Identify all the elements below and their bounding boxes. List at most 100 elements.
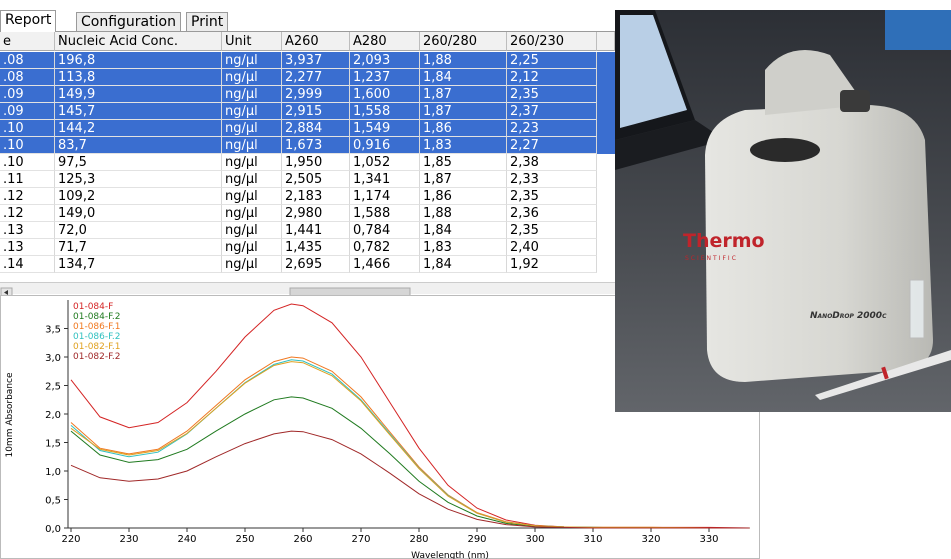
- table-cell: 145,7: [55, 103, 222, 120]
- y-tick-label: 2,0: [45, 410, 61, 421]
- table-cell: .10: [0, 120, 55, 137]
- table-cell: .10: [0, 137, 55, 154]
- table-cell: 83,7: [55, 137, 222, 154]
- cuvette: [909, 279, 925, 339]
- table-row[interactable]: .08 196,8 ng/µl 3,937 2,093 1,88 2,25: [0, 52, 615, 69]
- table-cell: 1,88: [420, 205, 507, 222]
- table-cell: 196,8: [55, 52, 222, 69]
- table-cell: 1,87: [420, 86, 507, 103]
- y-tick-label: 1,0: [45, 467, 61, 478]
- table-cell: 2,183: [282, 188, 350, 205]
- table-cell: ng/µl: [222, 188, 282, 205]
- table-row[interactable]: .13 71,7 ng/µl 1,435 0,782 1,83 2,40: [0, 239, 615, 256]
- y-tick-label: 0,5: [45, 496, 61, 507]
- legend-entry: 01-082-F.2: [73, 352, 120, 362]
- y-tick-label: 3,0: [45, 353, 61, 364]
- legend-entry: 01-084-F: [73, 302, 113, 312]
- table-cell: .13: [0, 239, 55, 256]
- x-tick-label: 220: [61, 534, 80, 545]
- table-cell: 1,673: [282, 137, 350, 154]
- x-tick-label: 280: [409, 534, 428, 545]
- table-row[interactable]: .09 145,7 ng/µl 2,915 1,558 1,87 2,37: [0, 103, 615, 120]
- legend-entry: 01-084-F.2: [73, 312, 120, 322]
- table-cell: 2,35: [507, 86, 597, 103]
- table-cell: 2,695: [282, 256, 350, 273]
- column-header[interactable]: A260: [282, 32, 350, 51]
- table-cell: 1,600: [350, 86, 420, 103]
- table-row[interactable]: .08 113,8 ng/µl 2,277 1,237 1,84 2,12: [0, 69, 615, 86]
- horizontal-scrollbar[interactable]: [0, 282, 615, 298]
- legend-entry: 01-086-F.1: [73, 322, 120, 332]
- table-cell: 149,0: [55, 205, 222, 222]
- table-cell: ng/µl: [222, 222, 282, 239]
- table-row[interactable]: .09 149,9 ng/µl 2,999 1,600 1,87 2,35: [0, 86, 615, 103]
- column-header: [597, 32, 615, 51]
- x-tick-label: 290: [467, 534, 486, 545]
- table-cell: 1,84: [420, 256, 507, 273]
- table-row[interactable]: .10 83,7 ng/µl 1,673 0,916 1,83 2,27: [0, 137, 615, 154]
- table-cell: ng/µl: [222, 52, 282, 69]
- legend-entry: 01-086-F.2: [73, 332, 120, 342]
- table-cell: 1,87: [420, 171, 507, 188]
- table-cell: 0,782: [350, 239, 420, 256]
- x-tick-label: 250: [235, 534, 254, 545]
- column-header[interactable]: 260/280: [420, 32, 507, 51]
- column-header[interactable]: Nucleic Acid Conc.: [55, 32, 222, 51]
- tab[interactable]: Report: [0, 10, 57, 32]
- table-cell: 1,83: [420, 137, 507, 154]
- table-row[interactable]: .11 125,3 ng/µl 2,505 1,341 1,87 2,33: [0, 171, 615, 188]
- table-row[interactable]: .13 72,0 ng/µl 1,441 0,784 1,84 2,35: [0, 222, 615, 239]
- table-cell: 125,3: [55, 171, 222, 188]
- table-row[interactable]: .12 109,2 ng/µl 2,183 1,174 1,86 2,35: [0, 188, 615, 205]
- table-cell: 1,86: [420, 120, 507, 137]
- series-line: [70, 430, 750, 529]
- pedestal: [750, 138, 820, 162]
- table-cell: 1,86: [420, 188, 507, 205]
- table-row[interactable]: .10 97,5 ng/µl 1,950 1,052 1,85 2,38: [0, 154, 615, 171]
- table-cell: 1,052: [350, 154, 420, 171]
- x-tick-label: 310: [583, 534, 602, 545]
- table-row[interactable]: .10 144,2 ng/µl 2,884 1,549 1,86 2,23: [0, 120, 615, 137]
- device-body: [705, 105, 933, 382]
- table-cell: 1,83: [420, 239, 507, 256]
- tab[interactable]: Configuration: [76, 12, 181, 31]
- device-photo: Thermo SCIENTIFIC NanoDrop 2000c: [615, 10, 951, 412]
- column-header[interactable]: A280: [350, 32, 420, 51]
- table-row[interactable]: .14 134,7 ng/µl 2,695 1,466 1,84 1,92: [0, 256, 615, 273]
- x-tick-label: 260: [293, 534, 312, 545]
- table-cell: 1,237: [350, 69, 420, 86]
- table-cell: .10: [0, 154, 55, 171]
- table-row[interactable]: .12 149,0 ng/µl 2,980 1,588 1,88 2,36: [0, 205, 615, 222]
- table-cell: ng/µl: [222, 256, 282, 273]
- brand: Thermo: [683, 230, 765, 252]
- table-cell: 2,999: [282, 86, 350, 103]
- column-header[interactable]: 260/230: [507, 32, 597, 51]
- pipette-band: [881, 366, 889, 380]
- table-cell: ng/µl: [222, 239, 282, 256]
- tab[interactable]: Print: [186, 12, 229, 31]
- table-cell: 1,88: [420, 52, 507, 69]
- table-cell: .09: [0, 86, 55, 103]
- y-axis-label: 10mm Absorbance: [5, 372, 15, 457]
- table-cell: 2,093: [350, 52, 420, 69]
- table-cell: 2,915: [282, 103, 350, 120]
- table-cell: 3,937: [282, 52, 350, 69]
- arrow-icon: [4, 290, 8, 295]
- table-cell: ng/µl: [222, 69, 282, 86]
- column-header[interactable]: e: [0, 32, 55, 51]
- table-cell: 2,27: [507, 137, 597, 154]
- table-cell: 2,23: [507, 120, 597, 137]
- series-line: [70, 361, 750, 529]
- table-cell: 1,84: [420, 222, 507, 239]
- x-tick-label: 320: [641, 534, 660, 545]
- y-tick-label: 2,5: [45, 382, 61, 393]
- table-cell: 1,92: [507, 256, 597, 273]
- table-cell: 2,40: [507, 239, 597, 256]
- column-header[interactable]: Unit: [222, 32, 282, 51]
- table-cell: ng/µl: [222, 120, 282, 137]
- table-cell: ng/µl: [222, 86, 282, 103]
- tab-bar: Report Configuration Print: [0, 10, 615, 32]
- table-cell: 2,37: [507, 103, 597, 120]
- model: NanoDrop 2000c: [810, 311, 887, 321]
